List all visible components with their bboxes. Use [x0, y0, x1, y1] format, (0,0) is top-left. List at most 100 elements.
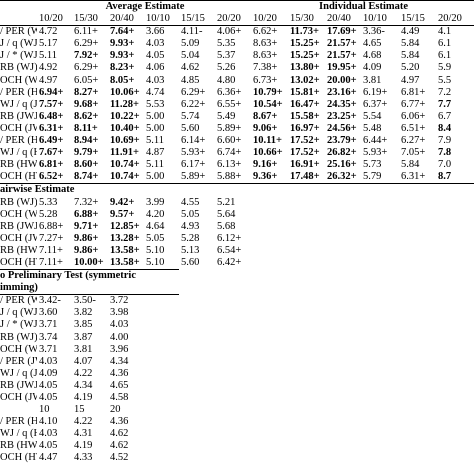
table-cell: 6.55+ [217, 98, 242, 110]
table-cell: 24.35+ [327, 98, 357, 110]
table-cell: 10.11+ [253, 135, 283, 147]
table-cell: 3.99 [146, 196, 165, 208]
table-cell: 4.05 [146, 50, 165, 62]
table-cell: 4.72 [39, 26, 58, 38]
row-label: OCH (HWJ) [0, 171, 37, 183]
table-row: RB (HWJ)4.05 4.19 4.62 [0, 440, 474, 452]
table-cell: 10.54+ [253, 98, 283, 110]
table-cell: 3.72 [110, 295, 129, 307]
table-row: J / q (WJ)5.17 6.29+ 9.93+ 4.03 5.09 5.35 8.63… [0, 38, 474, 50]
table-cell: 7.64+ [110, 26, 135, 38]
table-cell: 9.79+ [74, 147, 99, 159]
table-cell: 5.28 [39, 208, 58, 220]
table-row: RB (WJ) 3.74 3.87 4.00 [0, 332, 474, 344]
table-cell: 8.27+ [74, 86, 99, 98]
row-label: / PER (JWJ) [0, 355, 37, 367]
row-label: OCH (WJ) [0, 343, 37, 355]
row-label: RB (JWJ) [0, 110, 37, 122]
table-cell: 5.84 [401, 50, 420, 62]
table-cell: 10.06+ [110, 86, 140, 98]
table-cell: 4.05 [39, 379, 58, 391]
row-label: RB (JWJ) [0, 379, 37, 391]
table-cell: 6.94+ [39, 86, 64, 98]
table-cell: 4.62 [110, 428, 129, 440]
table-cell: 4.47 [39, 452, 58, 464]
table-cell: 7.27+ [39, 232, 64, 244]
table-row: 10 15 20 [0, 404, 474, 416]
table-cell: 15.25+ [290, 50, 320, 62]
table-row: OCH (HWJ)6.52+ 8.74+ 10.74+ 5.00 5.89+ 5.88+ 9… [0, 171, 474, 184]
table-cell: 7.2 [438, 86, 452, 98]
table-cell: 5.05 [146, 232, 165, 244]
table-cell: 17.69+ [327, 26, 357, 38]
table-cell: 6.52+ [39, 171, 64, 183]
table-cell: 6.7 [438, 110, 452, 122]
table-cell: 5.73 [363, 159, 382, 171]
row-label: J / * (WJ) [0, 319, 37, 331]
table-cell: 5.5 [438, 74, 452, 86]
table-cell: 4.97 [39, 74, 58, 86]
table-row: RB (JWJ)4.05 4.34 4.65 [0, 380, 474, 392]
table-cell: 9.86+ [74, 244, 99, 256]
table-cell: 3.98 [110, 307, 129, 319]
table-cell: 5.28 [181, 232, 200, 244]
table-row: J / * (WJ)5.11 7.92+ 9.93+ 4.05 5.04 5.37 8.63… [0, 50, 474, 62]
table-cell: 5.48 [363, 122, 382, 134]
table-cell: 4.1 [438, 26, 452, 38]
table-cell: 10.69+ [110, 135, 140, 147]
row-label: / PER (WJ) [0, 295, 37, 307]
table-cell: 6.42+ [217, 257, 242, 269]
table-cell: 9.36+ [253, 171, 278, 183]
table-cell: 5.74 [181, 110, 200, 122]
table-cell: 6.62+ [253, 26, 278, 38]
table-row: OCH (HWJ)7.11+ 10.00+ 13.58+ 5.10 5.60 6.42+ [0, 257, 474, 270]
table-cell: 3.87 [74, 331, 93, 343]
row-label: / PER (HWJ) [0, 416, 37, 428]
table-cell: 5.89+ [217, 122, 242, 134]
table-row: / PER (WJ)4.72 6.11+ 7.64+ 3.66 4.11- 4.06+ 6.… [0, 26, 474, 39]
table-cell: 13.28+ [110, 232, 140, 244]
table-row: / PER (HWJ)4.10 4.22 4.36 [0, 416, 474, 428]
table-cell: 5.93+ [181, 147, 206, 159]
row-label: RB (JWJ) [0, 220, 37, 232]
column-header: 20/40 [325, 13, 362, 27]
table-cell: 6.22+ [181, 98, 206, 110]
table-cell: 6.11+ [74, 26, 98, 38]
table-cell: 6.05+ [74, 74, 99, 86]
table-cell: 3.60 [39, 307, 58, 319]
table-row: RB (HWJ)6.81+ 8.60+ 10.74+ 5.11 6.17+ 6.13+ 9.… [0, 159, 474, 171]
table-cell: 17.52+ [290, 147, 320, 159]
table-cell: 26.82+ [327, 147, 357, 159]
table-cell: 8.05+ [110, 74, 135, 86]
table-cell: 5.60 [181, 122, 200, 134]
row-label: WJ / q (JWJ) [0, 98, 37, 110]
table-cell: 7.32+ [74, 196, 99, 208]
table-cell: 16.97+ [290, 122, 320, 134]
table-cell: 4.33 [74, 452, 93, 464]
table-cell: 5.49 [217, 110, 236, 122]
table-cell: 5.84 [401, 159, 420, 171]
table-cell: 5.11 [146, 135, 164, 147]
table-cell: 4.49 [401, 26, 420, 38]
table-cell: 4.03 [146, 74, 165, 86]
table-cell: 5.54 [363, 110, 382, 122]
row-label: OCH (WJ) [0, 74, 37, 86]
table-cell: 3.66 [146, 26, 165, 38]
table-cell: 4.11- [181, 26, 203, 38]
table-row: airwise Estimate [0, 183, 474, 197]
row-label: WJ / q (JWJ) [0, 367, 37, 379]
table-cell: 5.10 [146, 244, 165, 256]
table-cell: 4.68 [363, 50, 382, 62]
table-cell: 7.8 [438, 147, 452, 159]
table-cell: 6.27+ [401, 135, 426, 147]
table-row: J / * (WJ)3.71 3.85 4.03 [0, 319, 474, 331]
table-cell: 4.34 [110, 355, 129, 367]
table-cell: 9.06+ [253, 122, 278, 134]
table-cell: 5.09 [181, 38, 200, 50]
table-row: OCH (JWJ)6.31+ 8.11+ 10.40+ 5.00 5.60 5.89+ 9.… [0, 123, 474, 135]
spacer [0, 0, 37, 14]
table-cell: 15.58+ [290, 110, 320, 122]
table-cell: 8.63+ [253, 38, 278, 50]
table-cell: 3.85 [74, 319, 93, 331]
